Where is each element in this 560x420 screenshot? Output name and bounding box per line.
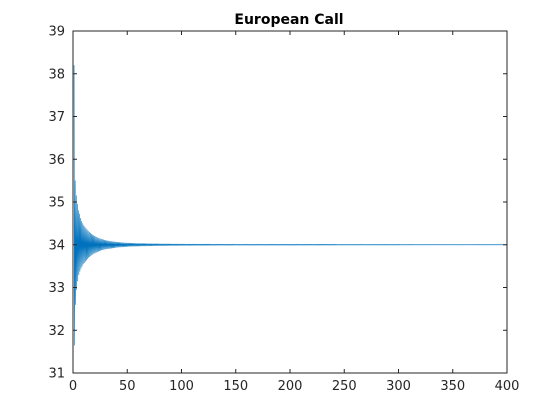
y-tick-label: 33: [48, 281, 65, 296]
axes-box: [72, 30, 508, 374]
series-line: [73, 65, 508, 346]
x-tick-label: 250: [332, 379, 357, 394]
y-tick-label: 34: [48, 238, 65, 253]
y-tick-label: 31: [48, 367, 65, 382]
y-tick-label: 32: [48, 324, 65, 339]
x-tick-label: 150: [223, 379, 248, 394]
y-tick-label: 36: [48, 153, 65, 168]
y-tick-label: 38: [48, 67, 65, 82]
chart-title: European Call: [234, 12, 343, 28]
y-tick-label: 35: [48, 196, 65, 211]
ticks-layer: 0 50 100 150 200 250 300 350 400 31 32 33 34 35 36 37 38…: [48, 25, 519, 395]
y-tick-label: 39: [48, 25, 65, 40]
x-tick-label: 200: [278, 379, 303, 394]
x-tick-label: 100: [169, 379, 194, 394]
x-tick-label: 400: [495, 379, 520, 394]
x-tick-label: 0: [69, 379, 77, 394]
x-tick-label: 300: [386, 379, 411, 394]
series-layer: [73, 65, 508, 346]
plot-area: [73, 31, 507, 373]
y-tick-label: 37: [48, 110, 65, 125]
x-tick-label: 50: [119, 379, 136, 394]
x-tick-label: 350: [440, 379, 465, 394]
